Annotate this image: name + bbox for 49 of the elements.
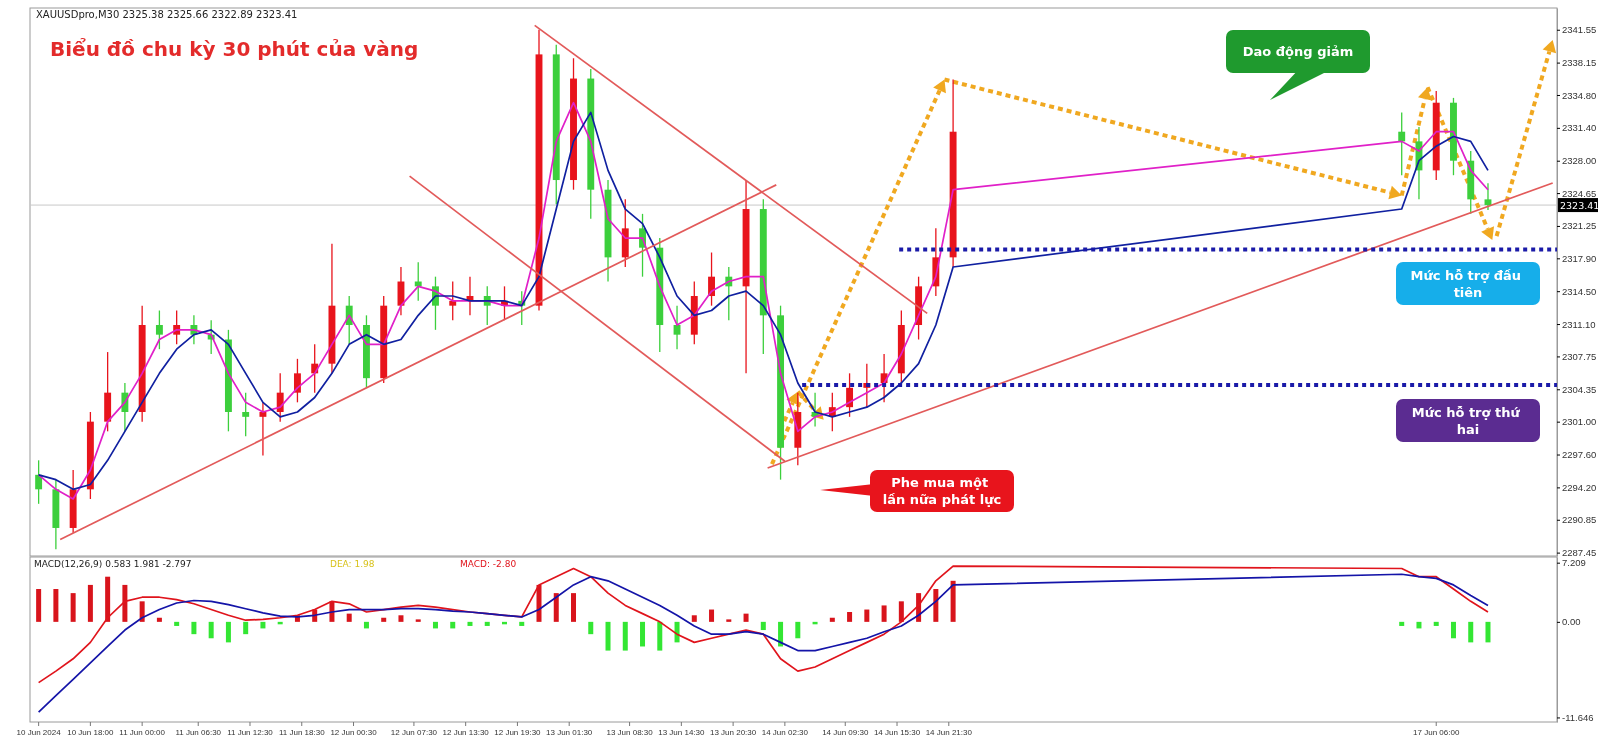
y-tick-label: 2317.90 xyxy=(1562,252,1597,264)
x-tick-label: 10 Jun 18:00 xyxy=(67,728,115,737)
x-tick-label: 10 Jun 2024 xyxy=(16,728,62,737)
x-tick-label: 13 Jun 14:30 xyxy=(658,728,706,737)
x-tick-label: 14 Jun 15:30 xyxy=(873,728,921,737)
x-tick-label: 12 Jun 13:30 xyxy=(442,728,490,737)
y-tick-label: 2314.50 xyxy=(1562,285,1597,297)
ref-line-label: 2323.41 xyxy=(1560,199,1600,211)
x-tick-label: 12 Jun 19:30 xyxy=(494,728,542,737)
x-tick-label: 11 Jun 18:30 xyxy=(278,728,326,737)
y-tick-label: 2290.85 xyxy=(1562,514,1597,526)
annotation: Mức hỗ trợ đầu tiên xyxy=(1410,267,1526,300)
x-tick-label: 14 Jun 21:30 xyxy=(925,728,973,737)
y-tick-label: 2304.35 xyxy=(1562,383,1597,395)
y-tick-label: 2341.55 xyxy=(1562,24,1597,36)
x-tick-label: 14 Jun 02:30 xyxy=(761,728,809,737)
x-tick-label: 17 Jun 06:00 xyxy=(1413,728,1460,737)
annotation: MACD(12,26,9) 0.583 1.981 -2.797 xyxy=(34,559,192,569)
annotation: XAUUSDpro,M30 2325.38 2325.66 2322.89 2323.41 xyxy=(36,9,298,20)
annotation: MACD: -2.80 xyxy=(460,559,517,569)
y-tick-label: 2311.10 xyxy=(1562,318,1596,330)
y-tick-label: 2338.15 xyxy=(1562,57,1597,69)
y-tick-label: 2307.75 xyxy=(1562,350,1597,362)
x-tick-label: 11 Jun 00:00 xyxy=(119,728,166,737)
x-tick-label: 14 Jun 09:30 xyxy=(822,728,869,737)
y-tick-label: 2287.45 xyxy=(1562,547,1597,559)
x-tick-label: 13 Jun 08:30 xyxy=(606,728,654,737)
y-tick-label: -11.646 xyxy=(1562,711,1594,723)
y-tick-label: 2294.20 xyxy=(1562,481,1597,493)
annotation: Mức hỗ trợ thứ hai xyxy=(1411,404,1525,437)
y-tick-label: 7.209 xyxy=(1562,557,1586,569)
y-tick-label: 2301.00 xyxy=(1562,416,1597,428)
y-tick-label: 2324.65 xyxy=(1562,187,1597,199)
y-tick-label: 0.00 xyxy=(1562,616,1581,628)
y-tick-label: 2331.40 xyxy=(1562,122,1597,134)
x-tick-label: 13 Jun 01:30 xyxy=(546,728,593,737)
annotation: Phe mua một lần nữa phát lực xyxy=(882,475,1002,507)
annotation: DEA: 1.98 xyxy=(330,559,375,569)
x-tick-label: 13 Jun 20:30 xyxy=(709,728,757,737)
annotation: Dao động giảm xyxy=(1242,44,1354,59)
x-tick-label: 11 Jun 06:30 xyxy=(175,728,222,737)
text: Biểu đồ chu kỳ 30 phút của vàng xyxy=(50,37,419,61)
y-tick-label: 2321.25 xyxy=(1562,220,1597,232)
x-tick-label: 12 Jun 00:30 xyxy=(330,728,378,737)
y-tick-label: 2334.80 xyxy=(1562,89,1597,101)
y-tick-label: 2328.00 xyxy=(1562,155,1597,167)
y-tick-label: 2297.60 xyxy=(1562,449,1597,461)
x-tick-label: 12 Jun 07:30 xyxy=(390,728,438,737)
x-tick-label: 11 Jun 12:30 xyxy=(227,728,274,737)
